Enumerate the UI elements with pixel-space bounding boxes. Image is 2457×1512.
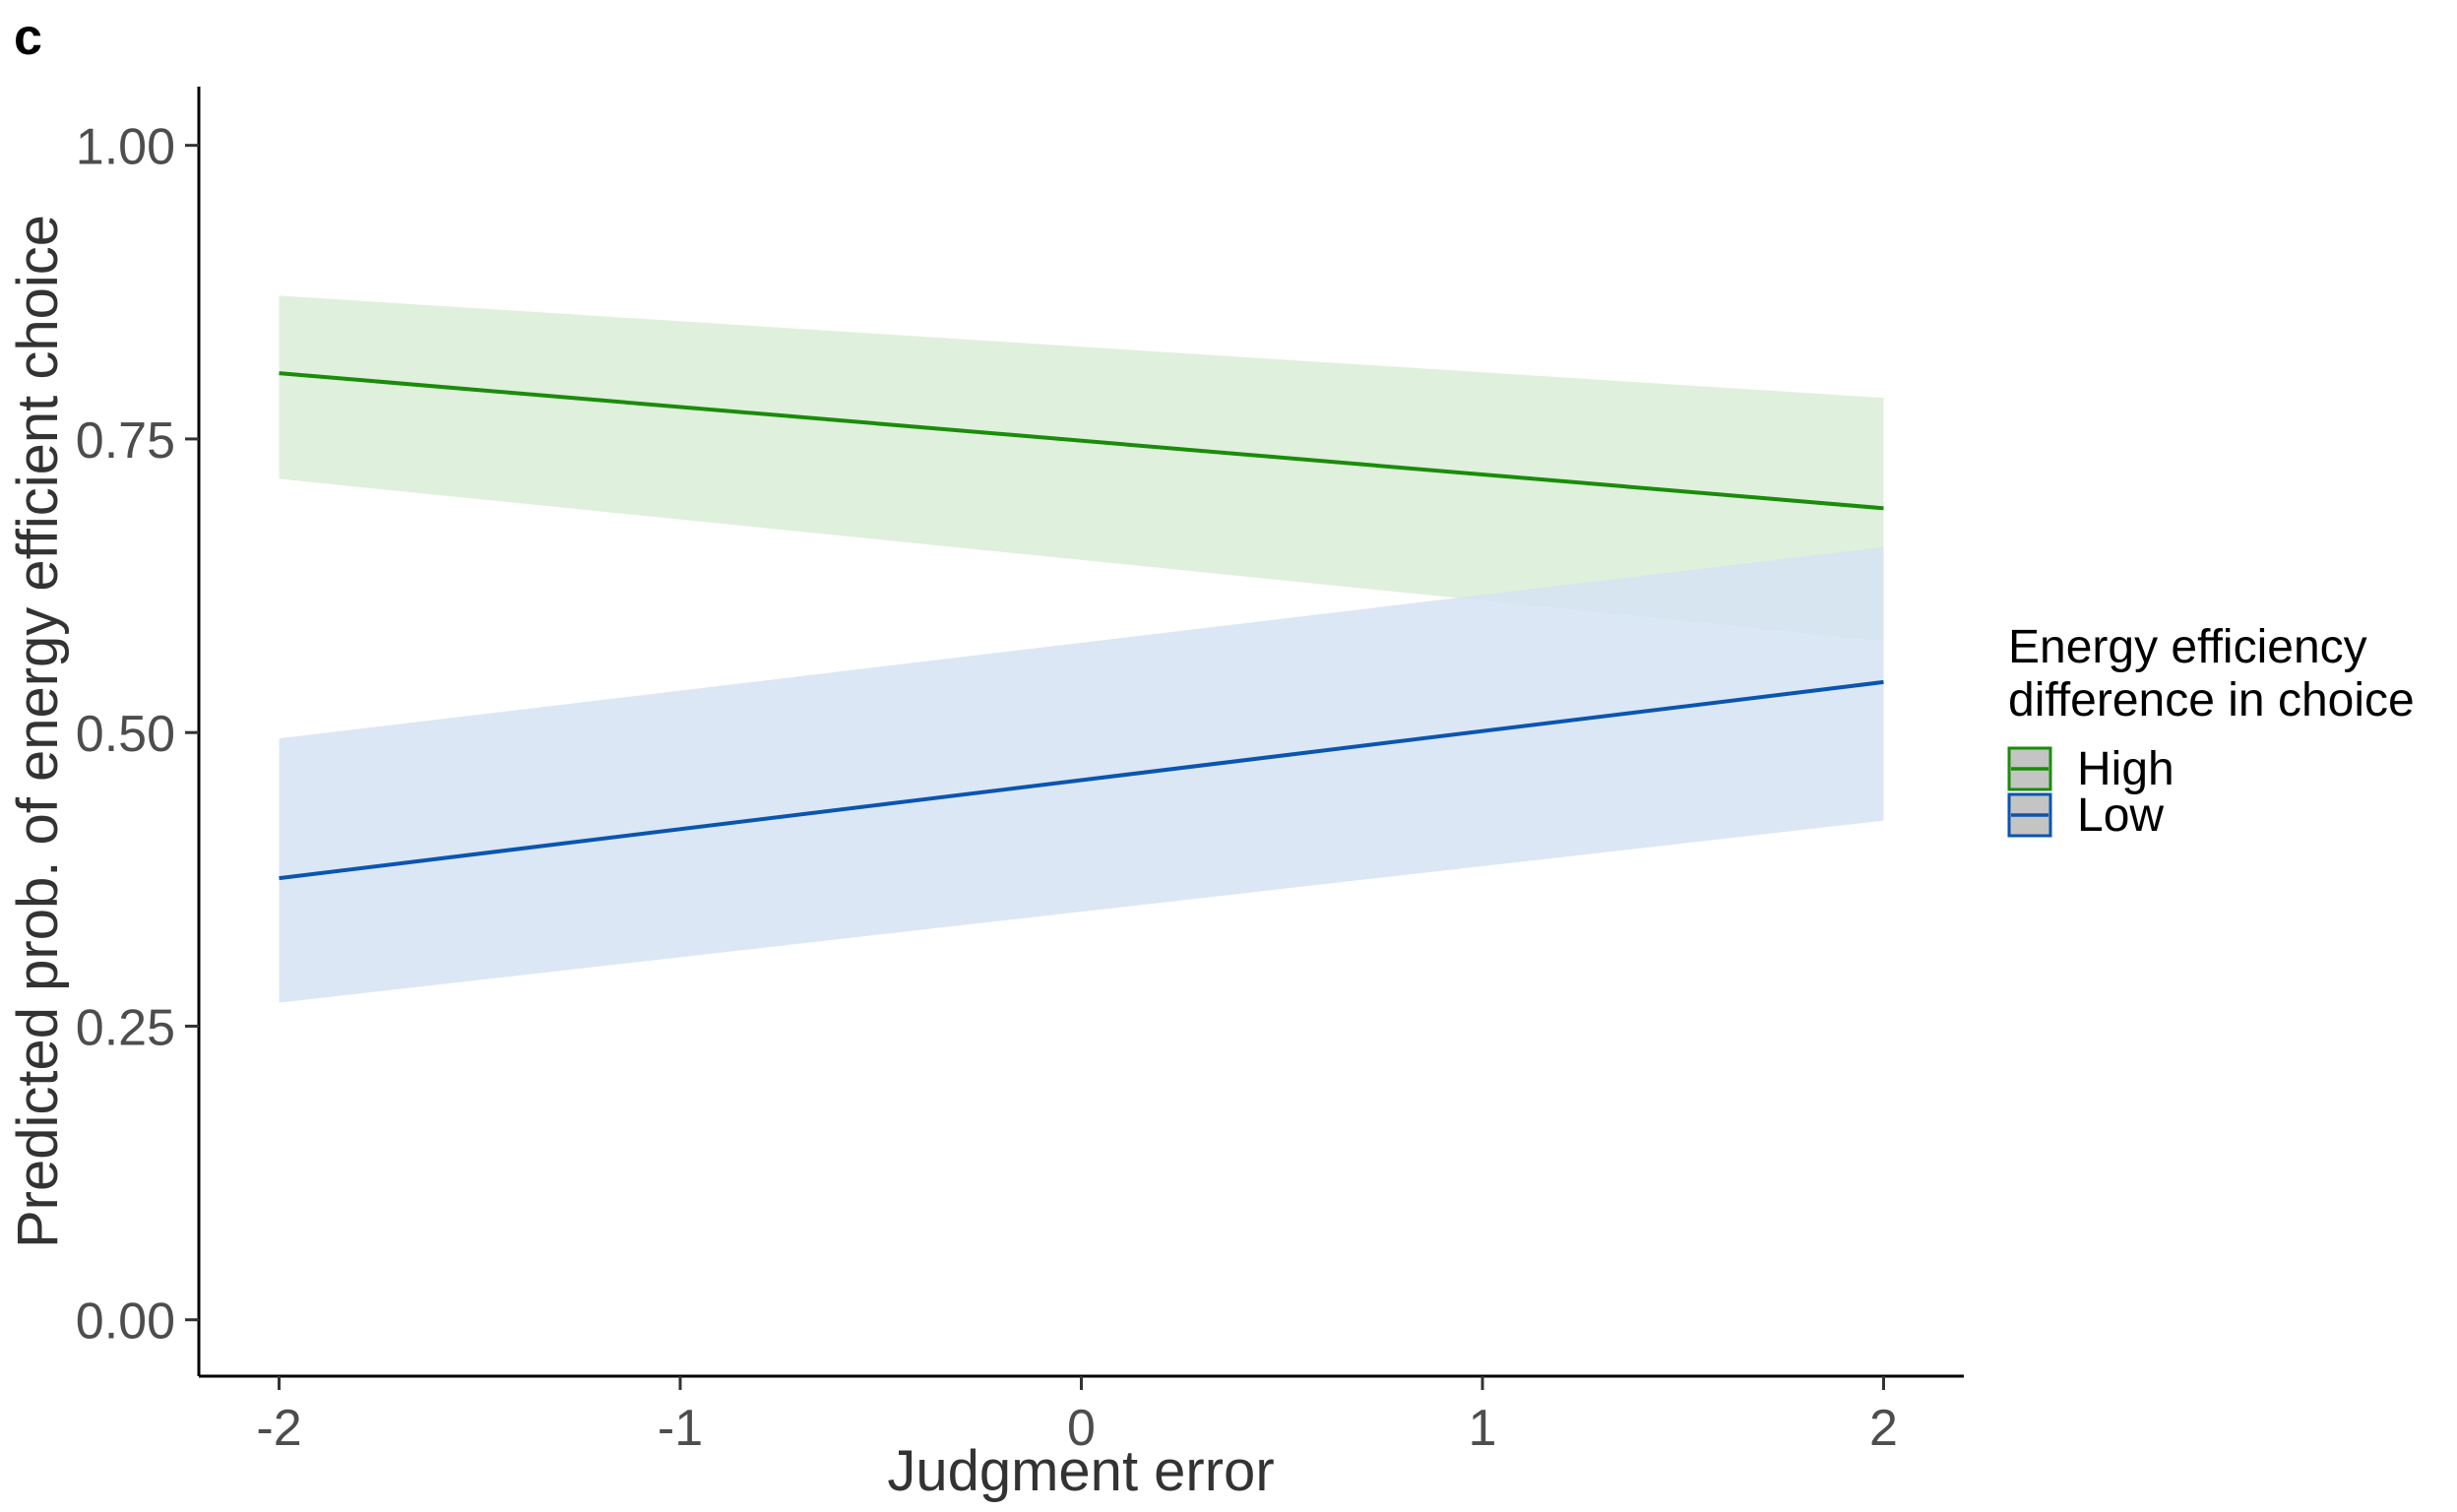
x-axis-label: Judgment error (887, 1439, 1274, 1503)
confidence-band-high (279, 295, 1884, 642)
panel-label: c (14, 9, 42, 66)
series-line-low (279, 679, 1884, 881)
x-tick-label: -1 (658, 1400, 703, 1457)
y-tick-label: 0.00 (76, 1293, 175, 1351)
confidence-band-low (279, 546, 1884, 1003)
y-tick-label: 1.00 (76, 119, 175, 176)
x-axis-ticks: -2 -1 0 1 2 (256, 1376, 1898, 1457)
y-tick-label: 0.75 (76, 412, 175, 470)
legend-title-line-2: difference in choice (2008, 674, 2415, 726)
legend-label-high: High (2077, 743, 2174, 795)
series-lines (279, 371, 1884, 881)
y-axis-label: Predicted prob. of energy efficient choi… (6, 215, 70, 1248)
series-line-high (279, 371, 1884, 511)
y-axis-ticks: 0.00 0.25 0.50 0.75 1.00 (76, 119, 199, 1351)
x-tick-label: 1 (1469, 1400, 1497, 1457)
y-tick-label: 0.25 (76, 999, 175, 1056)
legend: Energy efficiency difference in choice H… (2007, 621, 2415, 842)
legend-label-low: Low (2077, 789, 2164, 842)
confidence-bands (279, 295, 1884, 1003)
x-tick-label: -2 (256, 1400, 301, 1457)
y-tick-label: 0.50 (76, 706, 175, 763)
x-tick-label: 0 (1067, 1400, 1096, 1457)
legend-title-line-1: Energy efficiency (2008, 621, 2367, 673)
x-tick-label: 2 (1869, 1400, 1898, 1457)
